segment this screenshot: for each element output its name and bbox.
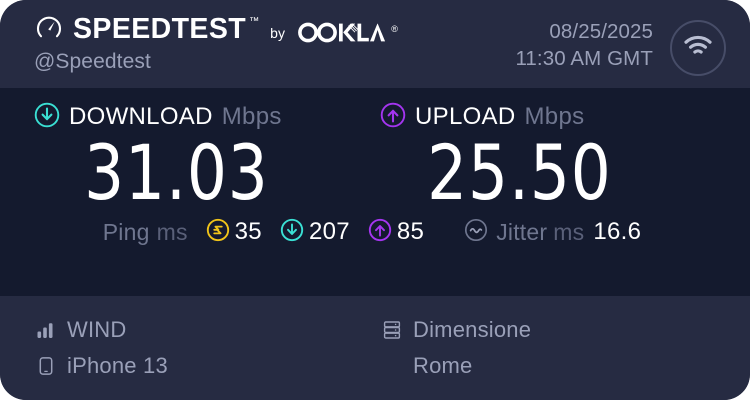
download-result: DOWNLOAD Mbps 31.03 — [34, 102, 374, 212]
ping-unit: ms — [156, 218, 188, 245]
server-row: Dimensione — [382, 312, 716, 348]
header-right: 08/25/2025 11:30 AM GMT — [515, 13, 726, 76]
card-header: SPEEDTEST ™ by ® @Speedtest — [0, 0, 750, 88]
server-name: Dimensione — [413, 317, 532, 342]
upload-result: UPLOAD Mbps 25.50 — [374, 102, 714, 212]
wifi-icon — [683, 34, 713, 63]
upload-label: UPLOAD — [415, 103, 516, 130]
brand-by-label: by — [270, 25, 286, 41]
test-time: 11:30 AM GMT — [515, 47, 653, 71]
upload-arrow-icon — [380, 102, 406, 133]
test-date: 08/25/2025 — [549, 20, 653, 43]
brand-trademark: ™ — [249, 16, 260, 27]
download-label: DOWNLOAD — [69, 103, 213, 130]
upload-ping-icon — [368, 218, 392, 247]
server-rack-icon — [382, 320, 402, 340]
download-ping-icon — [280, 218, 304, 247]
jitter-wave-icon — [464, 218, 488, 247]
latency-row: Ping ms 35 207 — [0, 218, 750, 247]
download-header: DOWNLOAD Mbps — [34, 102, 374, 132]
user-handle: @Speedtest — [34, 50, 151, 73]
card-footer: WIND iPhone 13 — [0, 296, 750, 400]
upload-ping: 85 — [368, 218, 424, 247]
upload-value: 25.50 — [427, 128, 612, 217]
brand-name: SPEEDTEST — [73, 12, 247, 45]
provider-name: WIND — [67, 317, 127, 342]
idle-ping-icon — [206, 218, 230, 247]
results-panel: DOWNLOAD Mbps 31.03 UPLOAD Mbps 25 — [0, 88, 750, 296]
brand-block: SPEEDTEST ™ by ® @Speedtest — [34, 13, 398, 74]
ookla-wordmark-icon — [298, 22, 386, 42]
ookla-logo: ® — [297, 22, 398, 43]
idle-ping: 35 — [206, 218, 262, 247]
upload-header: UPLOAD Mbps — [380, 102, 714, 132]
download-arrow-icon — [34, 102, 60, 133]
device-name: iPhone 13 — [67, 353, 168, 378]
download-ping: 207 — [280, 218, 350, 247]
idle-ping-value: 35 — [234, 218, 262, 246]
upload-unit: Mbps — [524, 103, 585, 130]
provider-row: WIND — [36, 312, 376, 348]
phone-icon — [36, 356, 56, 376]
speed-results: DOWNLOAD Mbps 31.03 UPLOAD Mbps 25 — [0, 102, 750, 212]
download-ping-value: 207 — [308, 218, 350, 246]
upload-ping-value: 85 — [396, 218, 425, 246]
connection-info: WIND iPhone 13 — [36, 312, 376, 400]
signal-bars-icon — [36, 320, 56, 340]
connection-type-badge — [670, 20, 726, 76]
ping-label: Ping — [102, 218, 150, 245]
jitter-label: Jitter — [496, 218, 548, 245]
brand-row: SPEEDTEST ™ by ® — [34, 13, 398, 45]
timestamp: 08/25/2025 11:30 AM GMT — [515, 18, 653, 72]
server-info: Dimensione Rome — [376, 312, 716, 400]
jitter-unit: ms — [553, 218, 585, 245]
speedtest-gauge-icon — [34, 12, 64, 47]
download-unit: Mbps — [221, 103, 282, 130]
server-location: Rome — [413, 353, 473, 378]
jitter: Jitter ms 16.6 — [464, 218, 641, 247]
location-row: Rome — [382, 348, 716, 384]
ookla-trademark: ® — [391, 23, 398, 34]
jitter-value: 16.6 — [593, 218, 642, 246]
download-value: 31.03 — [84, 128, 269, 217]
device-row: iPhone 13 — [36, 348, 376, 384]
